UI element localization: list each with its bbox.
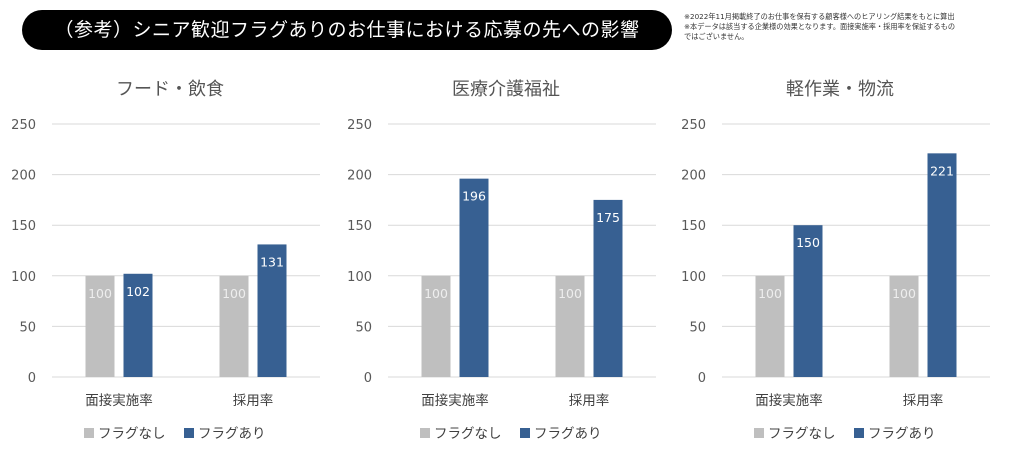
chart-title: 軽作業・物流 <box>786 79 894 100</box>
y-tick-label: 0 <box>28 371 36 386</box>
bar <box>459 178 489 377</box>
legend-label: フラグあり <box>534 426 602 442</box>
y-tick-label: 200 <box>11 169 36 184</box>
bar <box>927 153 957 377</box>
bar <box>85 275 115 377</box>
y-tick-label: 150 <box>347 219 372 234</box>
footnote-line: ※2022年11月掲載終了のお仕事を保有する顧客様へのヒアリング結果をもとに算出 <box>684 12 955 21</box>
legend-label: フラグあり <box>868 426 936 442</box>
x-tick-label: 採用率 <box>569 392 610 409</box>
footnote-line: ではございません。 <box>684 32 749 41</box>
x-tick-label: 採用率 <box>233 392 274 409</box>
y-tick-label: 250 <box>681 118 706 133</box>
bar <box>257 244 287 377</box>
bar <box>889 275 919 377</box>
chart-food: フード・飲食 0 50 100 150 200 250 100 102 面接実施率 100 131 採… <box>0 60 340 460</box>
chart-title: フード・飲食 <box>116 79 224 100</box>
data-label: 100 <box>222 286 246 301</box>
data-label: 221 <box>930 163 954 178</box>
x-tick-label: 採用率 <box>903 392 944 409</box>
y-tick-label: 200 <box>347 169 372 184</box>
y-tick-label: 0 <box>364 371 372 386</box>
data-label: 100 <box>558 286 582 301</box>
legend-label: フラグなし <box>434 426 502 442</box>
data-label: 196 <box>462 189 486 204</box>
legend-swatch <box>520 428 530 438</box>
legend-label: フラグなし <box>768 426 836 442</box>
legend-label: フラグなし <box>98 426 166 442</box>
data-label: 100 <box>892 286 916 301</box>
chart-title: 医療介護福祉 <box>452 79 560 100</box>
y-tick-label: 250 <box>347 118 372 133</box>
bar <box>555 275 585 377</box>
title-banner: （参考）シニア歓迎フラグありのお仕事における応募の先への影響 <box>22 10 672 50</box>
x-tick-label: 面接実施率 <box>755 392 823 409</box>
chart-medical: 医療介護福祉 0 50 100 150 200 250 100 196 面接実施率 100 175 採… <box>336 60 676 460</box>
chart-svg: 0 50 100 150 200 250 100 102 面接実施率 100 131 採用率フラグなし… <box>11 118 320 442</box>
y-tick-label: 200 <box>681 169 706 184</box>
bar <box>755 275 785 377</box>
y-tick-label: 100 <box>11 270 36 285</box>
bar <box>593 199 623 377</box>
footnote-line: ※本データは該当する企業様の効果となります。面接実施率・採用率を保証するもの <box>684 22 956 31</box>
y-tick-label: 100 <box>347 270 372 285</box>
y-tick-label: 50 <box>19 320 36 335</box>
data-label: 100 <box>424 286 448 301</box>
footnote: ※2022年11月掲載終了のお仕事を保有する顧客様へのヒアリング結果をもとに算出… <box>684 12 1014 42</box>
y-tick-label: 150 <box>11 219 36 234</box>
chart-svg: 0 50 100 150 200 250 100 150 面接実施率 100 221 採用率フラグなし… <box>681 118 990 442</box>
legend-swatch <box>854 428 864 438</box>
legend-swatch <box>754 428 764 438</box>
legend-swatch <box>184 428 194 438</box>
data-label: 150 <box>796 235 820 250</box>
data-label: 131 <box>260 254 284 269</box>
chart-logistics: 軽作業・物流 0 50 100 150 200 250 100 150 面接実施率 100 221 採… <box>670 60 1010 460</box>
chart-svg: 0 50 100 150 200 250 100 196 面接実施率 100 175 採用率フラグなし… <box>347 118 656 442</box>
x-tick-label: 面接実施率 <box>85 392 153 409</box>
y-tick-label: 100 <box>681 270 706 285</box>
data-label: 100 <box>88 286 112 301</box>
data-label: 102 <box>126 284 150 299</box>
y-tick-label: 0 <box>698 371 706 386</box>
y-tick-label: 50 <box>355 320 372 335</box>
legend-label: フラグあり <box>198 426 266 442</box>
data-label: 175 <box>596 210 620 225</box>
y-tick-label: 150 <box>681 219 706 234</box>
legend-swatch <box>420 428 430 438</box>
bar <box>793 225 823 377</box>
data-label: 100 <box>758 286 782 301</box>
y-tick-label: 50 <box>689 320 706 335</box>
bar <box>421 275 451 377</box>
bar <box>219 275 249 377</box>
x-tick-label: 面接実施率 <box>421 392 489 409</box>
y-tick-label: 250 <box>11 118 36 133</box>
bar <box>123 273 153 377</box>
legend-swatch <box>84 428 94 438</box>
